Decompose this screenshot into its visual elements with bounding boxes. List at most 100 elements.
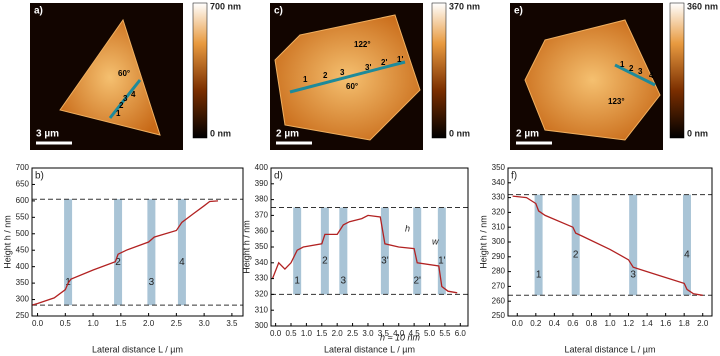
x-tick-label: 4.5 bbox=[409, 329, 421, 338]
x-tick-label: 1.5 bbox=[115, 319, 127, 328]
y-tick-label: 350 bbox=[492, 163, 506, 172]
crystal bbox=[59, 18, 161, 136]
colorbar bbox=[669, 2, 685, 139]
y-tick-label: 260 bbox=[492, 296, 506, 305]
y-axis-label: Height h / nm bbox=[478, 215, 488, 269]
image-annotation: 2 bbox=[119, 101, 124, 110]
profile-line bbox=[614, 63, 656, 87]
image-annotation: 3 bbox=[123, 94, 128, 103]
colorbar-max: 370 nm bbox=[449, 1, 480, 11]
image-annotation: 3' bbox=[365, 63, 371, 72]
x-tick-label: 3.5 bbox=[378, 329, 390, 338]
panel-label: f) bbox=[511, 171, 517, 182]
y-tick-label: 250 bbox=[16, 311, 30, 320]
scale-bar-label: 2 µm bbox=[276, 129, 299, 140]
step-label: 1 bbox=[294, 276, 300, 287]
colorbar bbox=[431, 2, 447, 139]
x-tick-label: 0.4 bbox=[549, 319, 561, 328]
panel-label: e) bbox=[514, 6, 523, 17]
y-tick-label: 370 bbox=[255, 211, 269, 220]
x-tick-label: 2.0 bbox=[697, 319, 709, 328]
y-tick-label: 390 bbox=[255, 179, 269, 188]
x-tick-label: 3.0 bbox=[199, 319, 211, 328]
y-tick-label: 340 bbox=[492, 178, 506, 187]
y-tick-label: 450 bbox=[16, 245, 30, 254]
x-tick-label: 2.0 bbox=[332, 329, 344, 338]
y-tick-label: 600 bbox=[16, 196, 30, 205]
y-tick-label: 500 bbox=[16, 229, 30, 238]
panel-label-box bbox=[33, 169, 47, 181]
step-band bbox=[114, 199, 123, 306]
y-tick-label: 250 bbox=[492, 311, 506, 320]
step-band bbox=[177, 199, 186, 306]
x-tick-label: 1.5 bbox=[316, 329, 328, 338]
image-annotation: 1' bbox=[397, 55, 403, 64]
x-tick-label: 5.5 bbox=[439, 329, 451, 338]
panel-label: d) bbox=[274, 171, 283, 182]
x-tick-label: 0.5 bbox=[285, 329, 297, 338]
y-tick-label: 280 bbox=[492, 267, 506, 276]
step-label: 3 bbox=[341, 276, 347, 287]
step-band bbox=[571, 194, 580, 296]
image-annotation: 4 bbox=[131, 90, 136, 99]
y-tick-label: 310 bbox=[492, 222, 506, 231]
step-label: 4 bbox=[179, 257, 185, 268]
y-tick-label: 310 bbox=[255, 305, 269, 314]
step-label: 1' bbox=[438, 256, 446, 267]
x-tick-label: 3.5 bbox=[226, 319, 238, 328]
y-tick-label: 360 bbox=[255, 226, 269, 235]
x-tick-label: 6.0 bbox=[455, 329, 467, 338]
step-label: 4 bbox=[684, 250, 690, 261]
image-annotation: 2 bbox=[323, 71, 328, 80]
x-tick-label: 2.0 bbox=[143, 319, 155, 328]
x-tick-label: 1.8 bbox=[679, 319, 691, 328]
y-tick-label: 700 bbox=[16, 163, 30, 172]
chart-annotation: h bbox=[405, 223, 410, 233]
y-tick-label: 320 bbox=[255, 290, 269, 299]
step-band bbox=[380, 207, 389, 295]
y-tick-label: 270 bbox=[492, 282, 506, 291]
step-band bbox=[413, 207, 422, 295]
panel-label: a) bbox=[34, 6, 43, 17]
image-annotation: 60° bbox=[346, 82, 358, 91]
x-axis-label: Lateral distance L / µm bbox=[324, 344, 415, 354]
chart-annotation: h ≈ 10 nm bbox=[380, 332, 420, 342]
image-annotation: 1 bbox=[116, 109, 121, 118]
x-tick-label: 0.0 bbox=[270, 329, 282, 338]
step-band bbox=[147, 199, 156, 306]
image-annotation: 1 bbox=[620, 60, 625, 69]
image-annotation: 3 bbox=[340, 68, 345, 77]
image-annotation: 3 bbox=[638, 67, 643, 76]
x-tick-label: 1.6 bbox=[660, 319, 672, 328]
x-tick-label: 1.2 bbox=[623, 319, 635, 328]
image-annotation: 123° bbox=[608, 97, 625, 106]
step-band bbox=[629, 194, 638, 296]
step-label: 3 bbox=[630, 270, 636, 281]
x-tick-label: 0.5 bbox=[60, 319, 72, 328]
profile-line bbox=[289, 60, 406, 94]
y-tick-label: 330 bbox=[492, 193, 506, 202]
y-tick-label: 330 bbox=[255, 274, 269, 283]
y-tick-label: 340 bbox=[255, 258, 269, 267]
y-axis-label: Height h / nm bbox=[241, 220, 251, 274]
step-band bbox=[534, 194, 543, 296]
height-profile bbox=[31, 200, 219, 306]
y-tick-label: 300 bbox=[492, 237, 506, 246]
image-annotation: 122° bbox=[354, 40, 371, 49]
step-label: 3' bbox=[381, 256, 389, 267]
step-label: 1 bbox=[536, 270, 542, 281]
height-profile bbox=[512, 195, 703, 296]
y-tick-label: 350 bbox=[255, 242, 269, 251]
step-label: 2 bbox=[573, 250, 579, 261]
scale-bar-label: 3 µm bbox=[36, 129, 59, 140]
y-tick-label: 380 bbox=[255, 195, 269, 204]
panel-label: c) bbox=[274, 6, 283, 17]
x-tick-label: 3.0 bbox=[362, 329, 374, 338]
y-tick-label: 550 bbox=[16, 212, 30, 221]
panel-label-box bbox=[272, 169, 286, 181]
image-annotation: 2 bbox=[629, 64, 634, 73]
y-tick-label: 400 bbox=[255, 163, 269, 172]
y-axis-label: Height h / nm bbox=[2, 215, 12, 269]
image-annotation: 1 bbox=[303, 75, 308, 84]
image-annotation: 2' bbox=[381, 58, 387, 67]
